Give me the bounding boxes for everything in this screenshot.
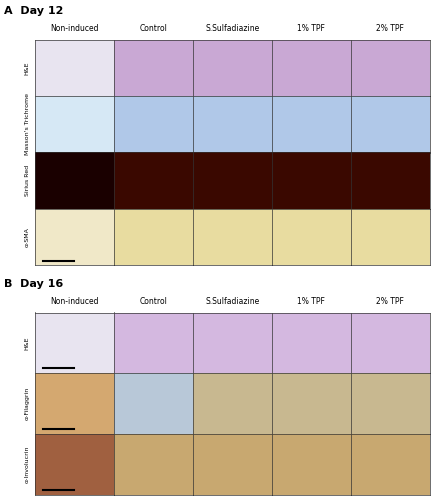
Text: Non-induced: Non-induced <box>50 24 99 33</box>
Text: Non-induced: Non-induced <box>50 296 99 306</box>
Text: A  Day 12: A Day 12 <box>4 6 64 16</box>
Text: B  Day 16: B Day 16 <box>4 279 64 289</box>
Text: α-Involucrin: α-Involucrin <box>24 446 30 484</box>
Text: Control: Control <box>139 296 167 306</box>
Text: Control: Control <box>139 24 167 33</box>
Text: S.Sulfadiazine: S.Sulfadiazine <box>205 24 260 33</box>
Text: 2% TPF: 2% TPF <box>376 24 404 33</box>
Text: Sirius Red: Sirius Red <box>24 165 30 196</box>
Text: Masson's Trichrome: Masson's Trichrome <box>24 94 30 156</box>
Text: S.Sulfadiazine: S.Sulfadiazine <box>205 296 260 306</box>
Text: 1% TPF: 1% TPF <box>297 24 325 33</box>
Text: 2% TPF: 2% TPF <box>376 296 404 306</box>
Text: H&E: H&E <box>24 62 30 75</box>
Text: α-Filaggrin: α-Filaggrin <box>24 387 30 420</box>
Text: α-SMA: α-SMA <box>24 227 30 247</box>
Text: 1% TPF: 1% TPF <box>297 296 325 306</box>
Text: H&E: H&E <box>24 336 30 349</box>
